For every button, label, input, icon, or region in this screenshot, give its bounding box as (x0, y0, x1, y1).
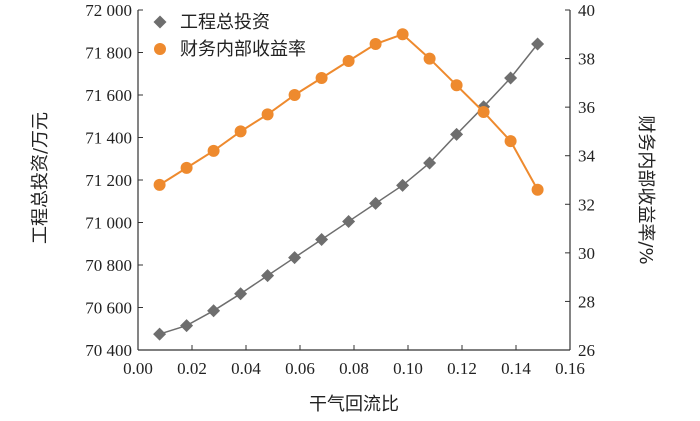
data-point-circle (261, 108, 274, 121)
data-point-circle (288, 89, 301, 101)
data-point-diamond (234, 287, 248, 301)
x-tick-label: 0.04 (231, 359, 261, 378)
x-tick-label: 0.08 (339, 359, 369, 378)
data-point-diamond (315, 233, 329, 246)
data-point-circle (504, 135, 517, 148)
data-point-circle (450, 79, 463, 92)
data-point-diamond (342, 214, 356, 228)
series-line (159, 43, 539, 335)
data-point-diamond (504, 71, 518, 85)
data-point-diamond (531, 37, 545, 51)
data-point-diamond (450, 127, 464, 141)
data-point-diamond (261, 269, 275, 283)
right-y-tick-label: 38 (578, 50, 595, 69)
legend-marker-circle (154, 43, 166, 55)
legend-label: 工程总投资 (180, 12, 270, 33)
legend-marker-diamond (153, 15, 167, 29)
x-tick-label: 0.12 (447, 359, 477, 378)
x-tick-label: 0.14 (501, 359, 531, 378)
data-point-diamond (369, 196, 383, 210)
series-2 (153, 28, 544, 196)
left-y-tick-label: 70 400 (85, 341, 132, 360)
x-tick-label: 0.10 (393, 359, 423, 378)
x-tick-label: 0.06 (285, 359, 315, 378)
data-point-circle (207, 144, 220, 157)
data-point-circle (423, 52, 436, 65)
legend-label: 财务内部收益率 (180, 39, 306, 60)
data-point-circle (477, 106, 490, 118)
data-point-circle (153, 178, 166, 191)
left-y-tick-label: 71 000 (85, 214, 132, 233)
x-tick-label: 0.00 (123, 359, 153, 378)
data-point-diamond (153, 327, 167, 341)
left-y-tick-label: 71 200 (85, 171, 132, 190)
right-y-axis-title: 财务内部收益率/% (635, 115, 656, 264)
series-1 (153, 37, 545, 341)
data-point-circle (315, 72, 328, 84)
data-point-circle (396, 28, 409, 41)
left-y-tick-label: 70 600 (85, 299, 132, 318)
right-y-tick-label: 40 (578, 1, 595, 20)
left-y-tick-label: 71 600 (85, 86, 132, 105)
data-point-diamond (423, 156, 437, 170)
series-layer (153, 28, 545, 341)
data-point-circle (369, 38, 382, 50)
left-y-tick-label: 70 800 (85, 256, 132, 275)
data-point-circle (180, 161, 193, 174)
data-point-circle (234, 125, 247, 138)
data-point-diamond (288, 251, 302, 265)
tick-labels: 0.00 0.02 0.04 0.06 0.08 0.10 0.12 0.14 0.16 70 4… (85, 1, 595, 378)
data-point-diamond (396, 178, 410, 192)
left-y-tick-label: 71 400 (85, 129, 132, 148)
right-y-tick-label: 32 (578, 195, 595, 214)
x-axis-title: 干气回流比 (309, 394, 399, 415)
left-y-tick-label: 72 000 (85, 1, 132, 20)
data-point-diamond (180, 319, 194, 333)
right-y-tick-label: 26 (578, 341, 595, 360)
right-y-tick-label: 28 (578, 292, 595, 311)
right-y-tick-label: 30 (578, 244, 595, 263)
right-y-tick-label: 34 (578, 147, 596, 166)
data-point-diamond (207, 304, 221, 318)
right-y-tick-label: 36 (578, 98, 595, 117)
left-y-axis-title: 工程总投资/万元 (30, 112, 51, 244)
x-tick-label: 0.16 (555, 359, 585, 378)
x-tick-label: 0.02 (177, 359, 207, 378)
axes (137, 9, 571, 351)
data-point-circle (342, 55, 355, 67)
left-y-tick-label: 71 800 (85, 44, 132, 63)
data-point-circle (531, 183, 544, 196)
